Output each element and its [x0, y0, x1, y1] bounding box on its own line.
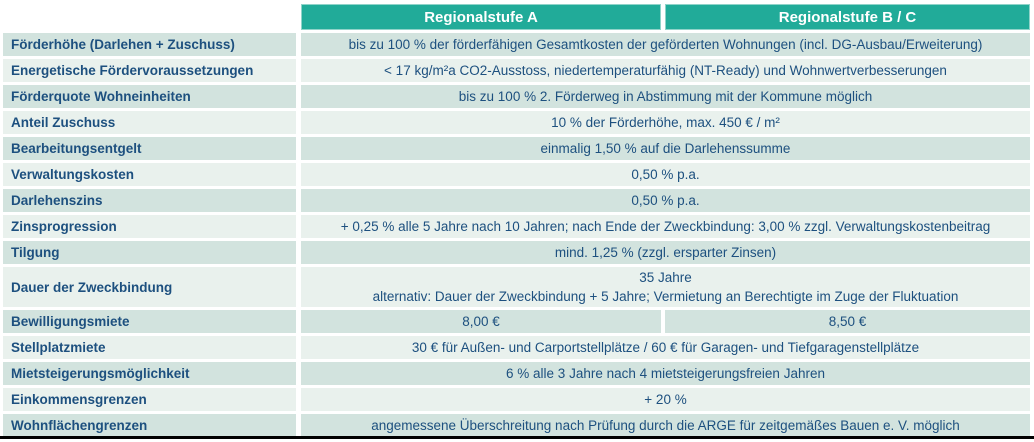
row-value-line-1: 35 Jahre: [639, 270, 692, 285]
row-value: + 20 %: [301, 388, 1030, 411]
table-row-zinsprogression: Zinsprogression + 0,25 % alle 5 Jahre na…: [3, 215, 1030, 238]
row-value: 10 % der Förderhöhe, max. 450 € / m²: [301, 111, 1030, 134]
header-spacer: [3, 4, 301, 30]
table-row-stellplatzmiete: Stellplatzmiete 30 € für Außen- und Carp…: [3, 336, 1030, 359]
table-row-energetische-voraussetzungen: Energetische Fördervoraussetzungen < 17 …: [3, 59, 1030, 82]
header-regionalstufe-b-c: Regionalstufe B / C: [665, 4, 1030, 30]
row-label: Stellplatzmiete: [3, 336, 296, 359]
table-row-mietsteigerung: Mietsteigerungsmöglichkeit 6 % alle 3 Ja…: [3, 362, 1030, 385]
table-row-foerderhoehe: Förderhöhe (Darlehen + Zuschuss) bis zu …: [3, 33, 1030, 56]
row-value: 0,50 % p.a.: [301, 189, 1030, 212]
row-value-line-2: alternativ: Dauer der Zweckbindung + 5 J…: [372, 289, 959, 304]
table-row-einkommensgrenzen: Einkommensgrenzen + 20 %: [3, 388, 1030, 411]
row-label: Bewilligungsmiete: [3, 310, 296, 333]
table-row-verwaltungskosten: Verwaltungskosten 0,50 % p.a.: [3, 163, 1030, 186]
table-row-foerderquote: Förderquote Wohneinheiten bis zu 100 % 2…: [3, 85, 1030, 108]
row-label: Förderquote Wohneinheiten: [3, 85, 296, 108]
row-label: Darlehenszins: [3, 189, 296, 212]
header-regionalstufe-a: Regionalstufe A: [301, 4, 661, 30]
row-label: Einkommensgrenzen: [3, 388, 296, 411]
table-row-anteil-zuschuss: Anteil Zuschuss 10 % der Förderhöhe, max…: [3, 111, 1030, 134]
row-value-regionalstufe-a: 8,00 €: [301, 310, 661, 333]
row-value-regionalstufe-b-c: 8,50 €: [665, 310, 1030, 333]
row-value: bis zu 100 % 2. Förderweg in Abstimmung …: [301, 85, 1030, 108]
row-label: Wohnflächengrenzen: [3, 414, 296, 437]
row-label: Tilgung: [3, 241, 296, 264]
table-row-bewilligungsmiete: Bewilligungsmiete 8,00 € 8,50 €: [3, 310, 1030, 333]
row-label: Verwaltungskosten: [3, 163, 296, 186]
table-row-bearbeitungsentgelt: Bearbeitungsentgelt einmalig 1,50 % auf …: [3, 137, 1030, 160]
row-value: einmalig 1,50 % auf die Darlehenssumme: [301, 137, 1030, 160]
row-label: Zinsprogression: [3, 215, 296, 238]
row-label: Förderhöhe (Darlehen + Zuschuss): [3, 33, 296, 56]
table-header-row: Regionalstufe A Regionalstufe B / C: [3, 4, 1030, 30]
table-row-darlehenszins: Darlehenszins 0,50 % p.a.: [3, 189, 1030, 212]
funding-conditions-table: Regionalstufe A Regionalstufe B / C Förd…: [3, 4, 1030, 437]
row-value: mind. 1,25 % (zzgl. ersparter Zinsen): [301, 241, 1030, 264]
row-label: Anteil Zuschuss: [3, 111, 296, 134]
row-value-multiline: 35 Jahre alternativ: Dauer der Zweckbind…: [301, 267, 1030, 307]
table-row-dauer-zweckbindung: Dauer der Zweckbindung 35 Jahre alternat…: [3, 267, 1030, 307]
table-row-tilgung: Tilgung mind. 1,25 % (zzgl. ersparter Zi…: [3, 241, 1030, 264]
row-value: < 17 kg/m²a CO2-Ausstoss, niedertemperat…: [301, 59, 1030, 82]
row-value: bis zu 100 % der förderfähigen Gesamtkos…: [301, 33, 1030, 56]
row-label: Dauer der Zweckbindung: [3, 267, 296, 307]
row-value: + 0,25 % alle 5 Jahre nach 10 Jahren; na…: [301, 215, 1030, 238]
row-label: Mietsteigerungsmöglichkeit: [3, 362, 296, 385]
row-value: angemessene Überschreitung nach Prüfung …: [301, 414, 1030, 437]
row-value: 30 € für Außen- und Carportstellplätze /…: [301, 336, 1030, 359]
bottom-border-line: [0, 436, 1034, 439]
row-label: Bearbeitungsentgelt: [3, 137, 296, 160]
table-row-wohnflaechengrenzen: Wohnflächengrenzen angemessene Überschre…: [3, 414, 1030, 437]
row-label: Energetische Fördervoraussetzungen: [3, 59, 296, 82]
row-value: 6 % alle 3 Jahre nach 4 mietsteigerungsf…: [301, 362, 1030, 385]
row-value: 0,50 % p.a.: [301, 163, 1030, 186]
